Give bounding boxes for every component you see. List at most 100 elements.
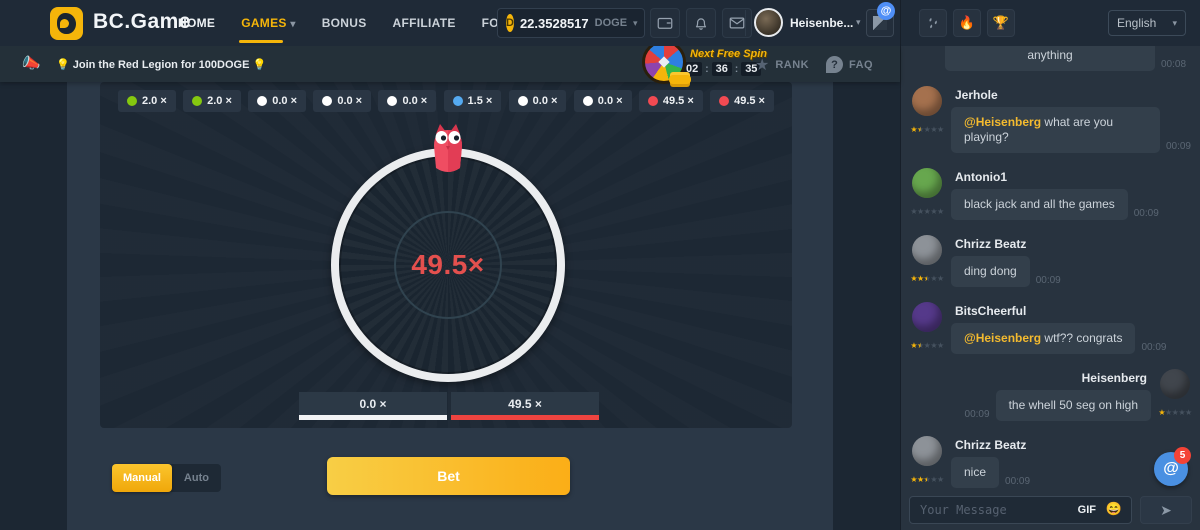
wheel-result-multiplier: 49.5×: [411, 249, 485, 280]
message-bubble: the whell 50 seg on high: [995, 390, 1151, 421]
bet-option-color-bar: [451, 415, 599, 420]
message-bubble: @Heisenberg what are you playing?: [951, 107, 1160, 153]
megaphone-icon: 📣: [22, 55, 41, 72]
game-page: 2.0 × 2.0 × 0.0 × 0.0 × 0.0 × 1.5 × 0.0 …: [0, 82, 900, 530]
manual-mode-button[interactable]: Manual: [112, 464, 172, 492]
history-chip[interactable]: 2.0 ×: [183, 90, 241, 112]
history-chip[interactable]: 1.5 ×: [443, 90, 502, 112]
free-spin-timer: 02:36:35: [682, 62, 762, 76]
result-dot: [257, 96, 268, 106]
mentions-count-badge: 5: [1174, 447, 1191, 464]
bulb-icon: 💡: [56, 59, 70, 71]
coin-drop-button[interactable]: 🔥: [953, 9, 981, 37]
message-time: 00:09: [1141, 342, 1167, 353]
bcgame-logo-text[interactable]: BC.Game: [93, 10, 192, 33]
bet-button[interactable]: Bet: [327, 457, 570, 495]
avatar[interactable]: [912, 436, 942, 466]
trophy-icon: 🏆: [992, 15, 1010, 30]
main-area: BC.Game HOME GAMES ▾ BONUS AFFILIATE FOR…: [0, 0, 900, 530]
nav-item-home[interactable]: HOME: [178, 16, 216, 30]
rain-button[interactable]: [919, 9, 947, 37]
mentions-button[interactable]: @ 5: [1154, 447, 1191, 486]
chat-message-input[interactable]: [909, 496, 1132, 524]
emoji-button[interactable]: 😄: [1105, 501, 1122, 516]
message-bubble: black jack and all the games: [951, 189, 1128, 220]
result-dot: [582, 96, 593, 106]
chat-sidebar: 🔥 🏆 English ▾ anything 00:08 ★★★★★ Jerho…: [900, 0, 1200, 530]
message-username[interactable]: Antonio1: [955, 170, 1007, 184]
message-username[interactable]: BitsCheerful: [955, 304, 1027, 318]
main-nav: HOME GAMES ▾ BONUS AFFILIATE FORUM: [178, 0, 527, 46]
history-chip[interactable]: 0.0 ×: [573, 90, 632, 112]
message-time: 00:09: [1165, 141, 1191, 152]
right-gutter: [833, 82, 900, 530]
history-chip[interactable]: 49.5 ×: [638, 90, 703, 112]
bet-option-low[interactable]: 0.0 ×: [299, 392, 447, 420]
language-select[interactable]: English ▾: [1108, 10, 1186, 36]
history-chip[interactable]: 0.0 ×: [313, 90, 372, 112]
message-time: 00:09: [1035, 275, 1061, 286]
chevron-down-icon[interactable]: ▾: [856, 17, 861, 27]
auto-mode-button[interactable]: Auto: [183, 472, 209, 484]
history-chip[interactable]: 2.0 ×: [118, 90, 176, 112]
avatar[interactable]: [912, 168, 942, 198]
send-icon: ➤: [1160, 501, 1172, 518]
gif-button[interactable]: GIF: [1077, 504, 1096, 516]
bcgame-logo-icon[interactable]: [50, 7, 83, 40]
message-time: 00:09: [1133, 208, 1159, 219]
nav-item-affiliate[interactable]: AFFILIATE: [392, 16, 456, 30]
avatar[interactable]: [1160, 369, 1190, 399]
rain-icon: [929, 17, 937, 29]
timer-hours: 02: [682, 62, 703, 76]
history-chip[interactable]: 49.5 ×: [710, 90, 774, 112]
nav-item-bonus[interactable]: BONUS: [321, 16, 367, 30]
balance-selector[interactable]: D 22.3528517 DOGE ▾: [497, 8, 645, 38]
result-dot: [387, 96, 398, 106]
announcement-link[interactable]: 💡 Join the Red Legion for 100DOGE 💡: [56, 59, 267, 71]
wheel-game-panel: 2.0 × 2.0 × 0.0 × 0.0 × 0.0 × 1.5 × 0.0 …: [100, 82, 792, 428]
balance-amount: 22.3528517: [519, 15, 589, 31]
user-avatar[interactable]: [754, 8, 783, 37]
free-spin-wheel-icon[interactable]: [642, 40, 691, 84]
message-username[interactable]: Heisenberg: [1081, 371, 1147, 385]
top-navbar: BC.Game HOME GAMES ▾ BONUS AFFILIATE FOR…: [0, 0, 900, 46]
bet-option-high[interactable]: 49.5 ×: [451, 392, 599, 420]
coins-icon: [669, 75, 691, 84]
mention-notification-badge[interactable]: @: [877, 2, 895, 20]
history-chip[interactable]: 0.0 ×: [378, 90, 437, 112]
chat-message: ★★★★★ Jerhole @Heisenberg what are you p…: [910, 86, 1191, 153]
mention-link[interactable]: @Heisenberg: [964, 115, 1042, 129]
notifications-button[interactable]: [686, 8, 716, 38]
faq-button[interactable]: ? FAQ: [826, 56, 873, 73]
wallet-button[interactable]: [650, 8, 680, 38]
mention-link[interactable]: @Heisenberg: [964, 331, 1042, 345]
avatar[interactable]: [912, 302, 942, 332]
message-username[interactable]: Jerhole: [955, 88, 998, 102]
contest-button[interactable]: 🏆: [987, 9, 1015, 37]
message-username[interactable]: Chrizz Beatz: [955, 438, 1027, 452]
message-username[interactable]: Chrizz Beatz: [955, 237, 1027, 251]
nav-item-games[interactable]: GAMES ▾: [239, 16, 296, 43]
bulb-icon: 💡: [252, 59, 267, 71]
user-rating: ★★★★★: [910, 125, 944, 134]
rank-button[interactable]: ★ RANK: [755, 57, 810, 74]
send-message-button[interactable]: ➤: [1140, 496, 1192, 524]
at-icon: @: [1163, 460, 1179, 477]
avatar[interactable]: [912, 86, 942, 116]
timer-seconds: 35: [741, 62, 762, 76]
chevron-down-icon: ▾: [290, 19, 296, 30]
username[interactable]: Heisenbe...: [790, 16, 854, 30]
result-dot: [452, 96, 463, 106]
history-chip[interactable]: 0.0 ×: [248, 90, 306, 112]
doge-coin-icon: D: [506, 14, 514, 32]
messages-button[interactable]: [722, 8, 752, 38]
history-chip[interactable]: 0.0 ×: [508, 90, 567, 112]
game-wheel: 49.5×: [331, 148, 565, 382]
message-time: 00:09: [964, 409, 990, 420]
chat-input-row: GIF 😄 ➤: [909, 496, 1192, 524]
wheel-result-ring: 49.5×: [394, 211, 502, 319]
avatar[interactable]: [912, 235, 942, 265]
result-dot: [192, 96, 203, 106]
chat-message-own: Heisenberg 00:09 the whell 50 seg on hig…: [911, 369, 1192, 421]
result-dot: [517, 96, 528, 106]
